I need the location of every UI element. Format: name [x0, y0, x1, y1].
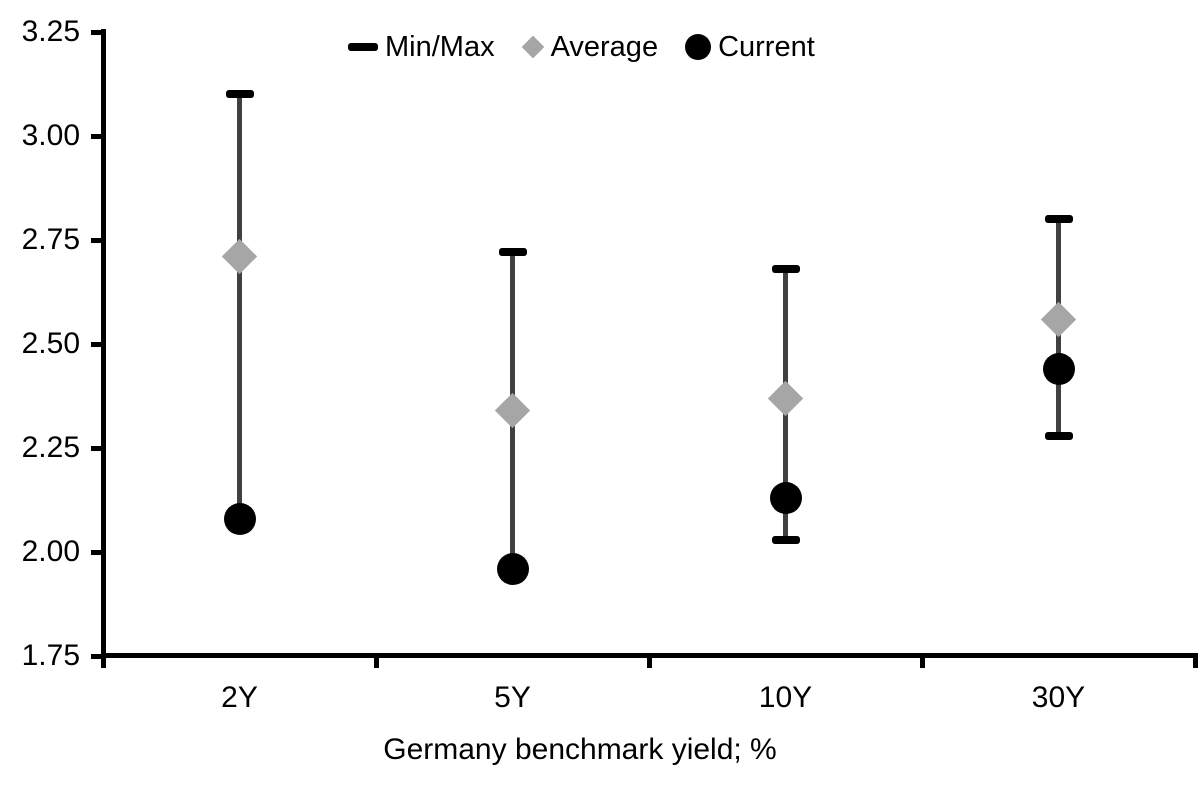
- minmax-dash-icon: [348, 43, 378, 51]
- y-tick: [91, 549, 103, 555]
- current-marker: [769, 481, 802, 514]
- current-marker: [496, 552, 529, 585]
- y-tick: [91, 237, 103, 243]
- y-tick-label: 3.25: [21, 15, 80, 48]
- legend-item-average: Average: [521, 30, 659, 63]
- minmax-whisker: [237, 94, 242, 519]
- y-tick-label: 2.75: [21, 223, 80, 256]
- average-diamond-icon: [521, 35, 544, 59]
- legend-label-minmax: Min/Max: [385, 30, 495, 63]
- y-tick: [91, 653, 103, 659]
- legend-item-current: Current: [685, 30, 815, 63]
- x-tick: [919, 655, 925, 668]
- average-marker: [494, 392, 531, 429]
- max-cap: [498, 248, 527, 257]
- y-axis: [100, 29, 106, 668]
- y-tick-label: 3.00: [21, 119, 80, 152]
- legend-label-current: Current: [718, 30, 815, 63]
- x-tick: [1192, 655, 1198, 668]
- x-tick: [100, 655, 106, 668]
- average-marker: [767, 380, 804, 416]
- x-category-label: 5Y: [494, 681, 531, 714]
- y-tick-label: 2.00: [21, 535, 80, 568]
- x-tick: [646, 655, 652, 668]
- current-marker: [223, 502, 256, 535]
- x-category-label: 2Y: [221, 681, 258, 714]
- legend-item-minmax: Min/Max: [348, 30, 495, 63]
- max-cap: [771, 265, 800, 274]
- x-category-label: 10Y: [758, 681, 813, 714]
- x-category-label: 30Y: [1031, 681, 1086, 714]
- max-cap: [225, 90, 254, 99]
- x-tick: [373, 655, 379, 668]
- y-tick: [91, 341, 103, 347]
- y-tick-label: 1.75: [21, 639, 80, 672]
- current-circle-icon: [685, 34, 712, 60]
- average-marker: [221, 238, 258, 275]
- legend-label-average: Average: [550, 30, 659, 63]
- y-tick: [91, 133, 103, 139]
- y-tick-label: 2.50: [21, 327, 80, 360]
- y-tick: [91, 29, 103, 35]
- current-marker: [1042, 352, 1075, 385]
- x-axis-title: Germany benchmark yield; %: [383, 733, 777, 766]
- y-tick: [91, 445, 103, 451]
- chart-legend: Min/Max Average Current: [348, 28, 815, 66]
- max-cap: [1044, 215, 1073, 224]
- min-cap: [1044, 431, 1073, 440]
- y-tick-label: 2.25: [21, 431, 80, 464]
- average-marker: [1040, 301, 1077, 337]
- min-cap: [771, 535, 800, 544]
